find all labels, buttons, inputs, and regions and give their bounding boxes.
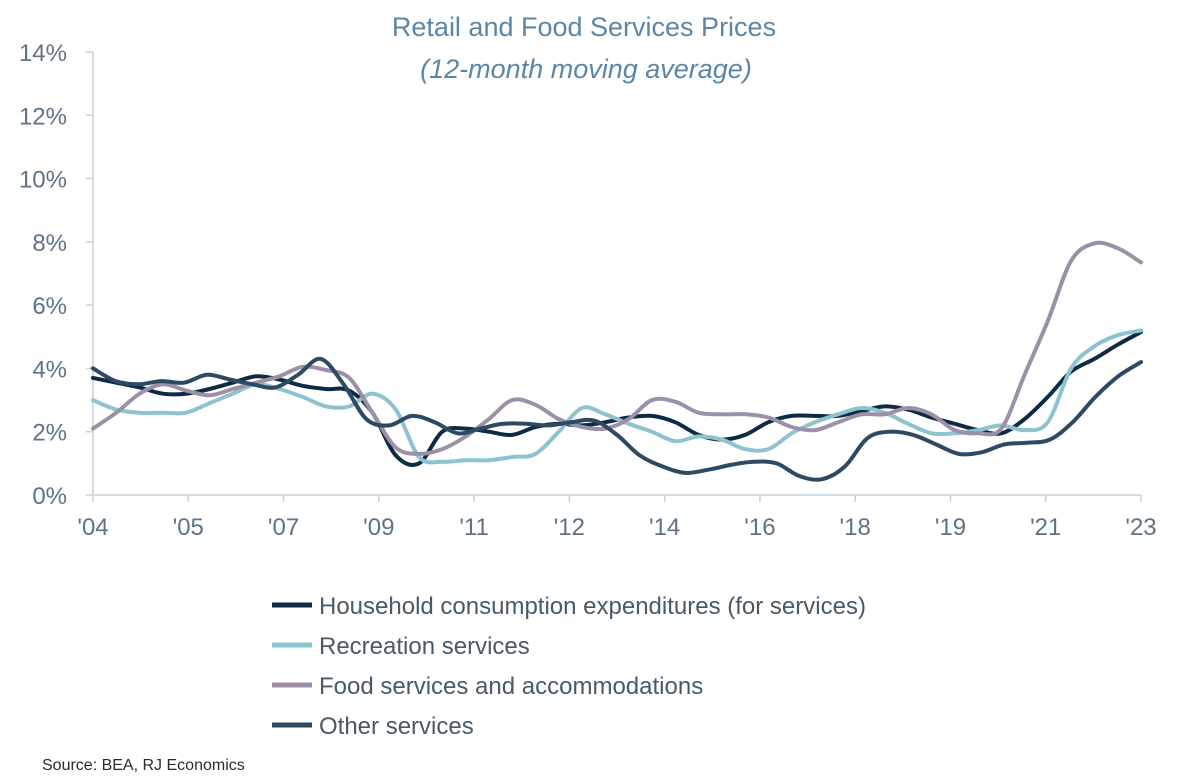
series-line-3 [91,240,1143,456]
y-tick-label: 2% [32,420,67,447]
y-tick-label: 10% [19,167,67,194]
y-tick-label: 12% [19,103,67,130]
x-tick-label: '11 [459,514,489,541]
source-note: Source: BEA, RJ Economics [42,757,245,774]
series-line-2 [91,328,1143,465]
x-tick-label: '16 [744,514,775,541]
x-axis: '04 '05 '07 '09 '11 '12 '14 '16 '18 '19 '21 '23 [77,494,1157,541]
x-tick-label: '14 [649,514,680,541]
legend-label: Food services and accommodations [319,673,703,700]
x-tick-label: '21 [1030,514,1061,541]
x-tick-label: '18 [840,514,871,541]
legend-label: Household consumption expenditures (for … [319,593,866,620]
chart-subtitle: (12-month moving average) [420,54,752,84]
x-tick-label: '09 [363,514,394,541]
x-tick-label: '07 [268,514,299,541]
series-line-4 [91,356,1143,482]
y-tick-label: 6% [32,293,67,320]
x-tick-label: '19 [935,514,966,541]
y-tick-label: 4% [32,356,67,383]
y-axis: 0% 2% 4% 6% 8% 10% 12% 14% [19,40,94,510]
y-tick-label: 14% [19,40,67,67]
x-tick-label: '23 [1125,514,1156,541]
x-tick-label: '04 [77,514,108,541]
y-tick-label: 0% [32,483,67,510]
series-line-1 [91,330,1143,467]
legend-label: Recreation services [319,633,530,660]
series-lines [91,240,1143,482]
x-tick-label: '05 [173,514,204,541]
chart-title: Retail and Food Services Prices [392,12,776,42]
legend-label: Other services [319,713,474,740]
legend: Household consumption expenditures (for … [272,593,866,740]
y-tick-label: 8% [32,230,67,257]
x-tick-label: '12 [554,514,585,541]
